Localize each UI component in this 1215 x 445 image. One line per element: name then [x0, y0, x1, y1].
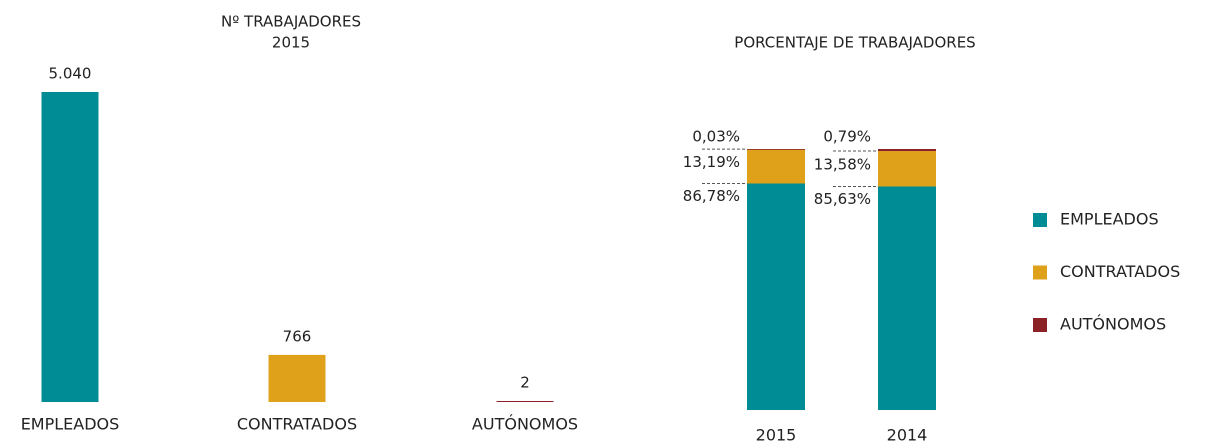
data-label: 2: [520, 374, 530, 392]
x-tick-label: 2015: [756, 426, 797, 445]
x-tick-label: AUTÓNOMOS: [472, 415, 578, 434]
data-label: 0,03%: [692, 128, 740, 146]
bar-segment: [747, 149, 805, 184]
bar-segment: [878, 186, 936, 410]
legend-label: AUTÓNOMOS: [1060, 315, 1166, 334]
legend-swatch: [1033, 265, 1047, 280]
chart-title: PORCENTAJE DE TRABAJADORES: [734, 34, 975, 52]
chart-subtitle: 2015: [272, 34, 310, 52]
x-tick-label: EMPLEADOS: [21, 415, 120, 434]
bar: [268, 354, 326, 402]
data-label: 13,58%: [814, 155, 871, 173]
chart-title: Nº TRABAJADORES: [221, 13, 361, 31]
bar-segment: [878, 149, 936, 152]
bar-segment: [747, 183, 805, 410]
x-tick-label: CONTRATADOS: [237, 415, 357, 434]
bar: [41, 92, 99, 402]
data-label: 85,63%: [814, 190, 871, 208]
legend-swatch: [1033, 213, 1047, 227]
data-label: 86,78%: [683, 187, 740, 205]
legend-swatch: [1033, 318, 1047, 332]
data-label: 13,19%: [683, 153, 740, 171]
x-tick-label: 2014: [887, 426, 928, 445]
bar-segment: [878, 151, 936, 187]
legend-label: CONTRATADOS: [1060, 262, 1180, 281]
bar-segment: [747, 149, 805, 150]
data-label: 0,79%: [823, 128, 871, 146]
bar: [496, 401, 554, 402]
legend-label: EMPLEADOS: [1060, 210, 1159, 229]
data-label: 5.040: [49, 65, 92, 83]
data-label: 766: [283, 327, 312, 345]
